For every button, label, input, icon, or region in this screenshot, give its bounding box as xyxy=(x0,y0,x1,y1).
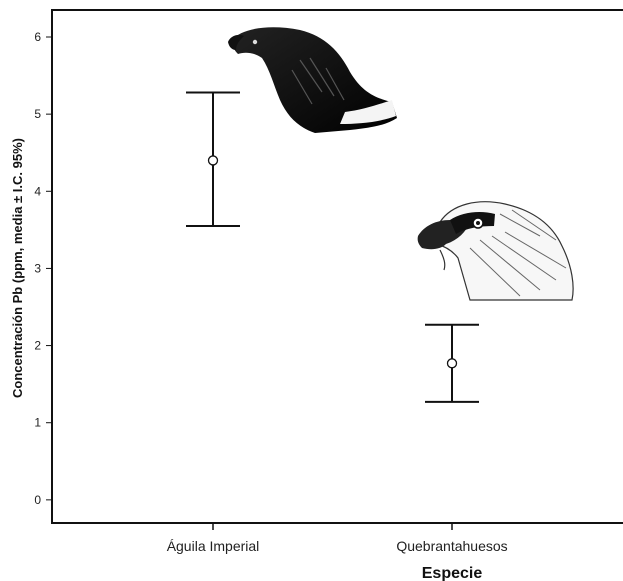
y-tick-label-3: 3 xyxy=(34,261,41,275)
y-tick-label-2: 2 xyxy=(34,339,41,353)
marks-group xyxy=(186,91,479,403)
bearded-vulture-illustration xyxy=(417,201,574,301)
mean-point-0 xyxy=(207,155,219,166)
y-tick-label-0: 0 xyxy=(34,493,41,507)
eagle-illustration xyxy=(228,27,397,134)
y-axis-label: Concentración Pb (ppm, media ± I.C. 95%) xyxy=(10,138,25,398)
x-tick-label-1: Quebrantahuesos xyxy=(396,538,507,554)
y-tick-label-4: 4 xyxy=(34,184,41,198)
y-tick-label-5: 5 xyxy=(34,107,41,121)
mean-point-1 xyxy=(446,358,458,369)
x-tick-label-0: Águila Imperial xyxy=(167,538,260,554)
axes-group: 0 1 2 3 4 5 6 Águila Imperial Quebrantahuesos xyxy=(34,30,507,554)
y-tick-label-6: 6 xyxy=(34,30,41,44)
y-tick-label-1: 1 xyxy=(34,416,41,430)
x-axis-label: Especie xyxy=(422,565,483,581)
